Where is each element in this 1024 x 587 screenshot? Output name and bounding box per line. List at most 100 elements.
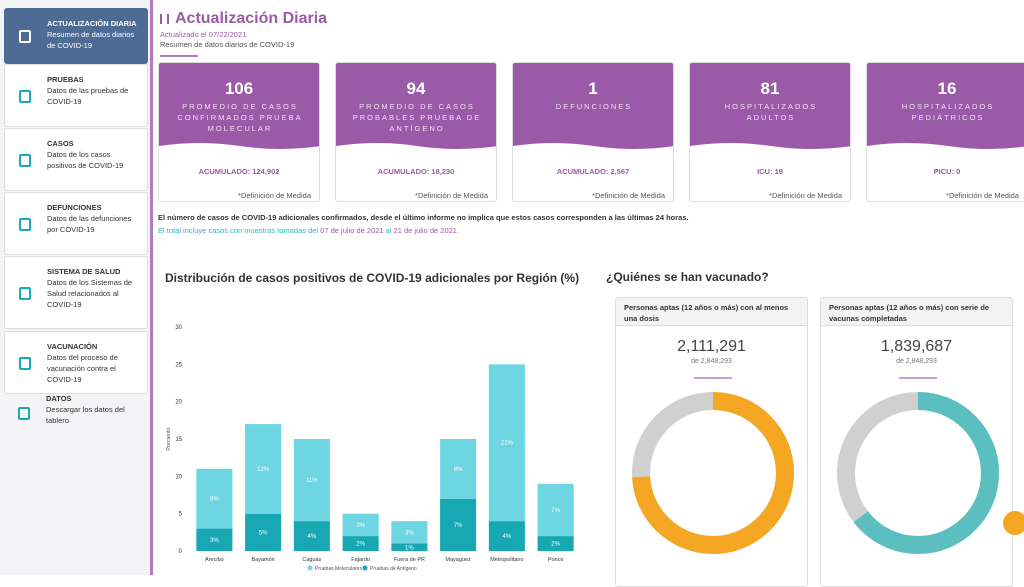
nav-item[interactable]: DATOS Descargar los datos del tablero (4, 394, 148, 434)
kpi-card: 1 DEFUNCIONES ACUMULADO: 2,567 *Definición … (512, 62, 674, 202)
nav-title: DEFUNCIONES (47, 203, 102, 212)
value-label: 2% (551, 542, 560, 548)
value-label: 7% (454, 523, 463, 529)
divider (150, 0, 153, 575)
bar-segment (537, 483, 574, 537)
kpi-card: 94 PROMEDIO DE CASOS PROBABLES PRUEBA DE … (335, 62, 497, 202)
header-title: Actualización Diaria (175, 10, 328, 27)
card-definition-link[interactable]: *Definición de Medida (592, 191, 665, 200)
bar-segment (196, 528, 233, 551)
y-tick-label: 25 (175, 362, 182, 368)
y-axis-label: Porciento (166, 427, 172, 450)
nav-icon (19, 356, 31, 370)
card-cumulative: ICU: 19 (757, 167, 783, 176)
bar-segment (440, 439, 477, 499)
bar-segment (245, 513, 282, 551)
value-label: 4% (503, 534, 512, 540)
note-part: El total incluye casos con muestras toma… (158, 226, 321, 235)
legend-swatch (362, 565, 368, 571)
wave (336, 143, 496, 152)
bar-segment (245, 424, 282, 514)
note-part: al (383, 226, 394, 235)
card-header (867, 63, 1024, 152)
donut-value (632, 392, 794, 554)
x-tick-label: Fajardo (351, 557, 370, 563)
wave (513, 143, 673, 152)
value-label: 7% (551, 508, 560, 514)
nav-icon (19, 153, 31, 167)
card-label: HOSPITALIZADOS ADULTOS (724, 102, 818, 122)
nav-icon (19, 30, 31, 43)
bar-segment (196, 468, 233, 529)
wave (867, 143, 1024, 152)
x-tick-label: Fuera de PR (394, 557, 425, 563)
nav-icon (19, 217, 31, 231)
nav-item[interactable]: DEFUNCIONES Datos de las defunciones por … (4, 192, 148, 255)
value-label: 2% (356, 542, 365, 548)
y-tick-label: 20 (175, 400, 182, 406)
x-tick-label: Mayagüez (445, 557, 471, 563)
note-range: El total incluye casos con muestras toma… (158, 226, 459, 235)
value-label: 1% (405, 545, 414, 551)
kpi-card: 81 HOSPITALIZADOS ADULTOS ICU: 19 *Definici… (689, 62, 851, 202)
x-tick-label: Arecibo (205, 557, 224, 563)
card-label: DEFUNCIONES (555, 102, 633, 111)
legend-swatch (307, 565, 313, 571)
nav-item[interactable]: SISTEMA DE SALUD Datos de los Sistemas de… (4, 256, 148, 329)
card-label: PROMEDIO DE CASOS CONFIRMADOS PRUEBA MOL… (177, 102, 303, 133)
y-tick-label: 15 (175, 437, 182, 443)
card-wave (690, 143, 850, 152)
note-part: 21 de julio de 2021 (393, 226, 457, 235)
nav-item[interactable]: VACUNACIÓN Datos del proceso de vacunació… (4, 331, 148, 394)
card-definition-link[interactable]: *Definición de Medida (769, 191, 842, 200)
card-wave (336, 143, 496, 152)
value-label: 12% (257, 467, 270, 473)
vaccinated-count: 1,839,687 (880, 338, 953, 355)
nav-item[interactable]: CASOS Datos de los casos positivos de COV… (4, 128, 148, 191)
x-tick-label: Bayamón (252, 557, 275, 563)
value-label: 3% (210, 538, 219, 544)
bar-segment (293, 439, 330, 522)
card-value: 94 (406, 79, 426, 98)
bar-segment (488, 364, 525, 522)
nav-description: Datos de las pruebas de COVID-19 (47, 86, 129, 106)
donut-value (837, 392, 999, 554)
panel-header: Personas aptas (12 años o más) con serie… (821, 298, 1012, 326)
donut-chart (837, 392, 999, 554)
y-tick-label: 0 (179, 549, 183, 555)
card-definition-link[interactable]: *Definición de Medida (946, 191, 1019, 200)
x-tick-label: Ponce (548, 557, 564, 563)
card-definition-link[interactable]: *Definición de Medida (238, 191, 311, 200)
card-label: PROMEDIO DE CASOS PROBABLES PRUEBA DE AN… (352, 102, 482, 133)
note-part: 07 de julio de 2021 (320, 226, 384, 235)
value-label: 11% (306, 478, 318, 484)
nav-description: Descargar los datos del tablero (46, 405, 125, 425)
bar-segment (537, 536, 574, 551)
nav-item[interactable]: ACTUALIZACIÓN DIARIA Resumen de datos dia… (4, 8, 148, 64)
nav-icon (19, 89, 31, 103)
vaccination-title: ¿Quiénes se han vacunado? (606, 270, 769, 284)
header-icon (160, 14, 169, 24)
value-rule (694, 377, 732, 379)
nav-icon (18, 407, 30, 420)
bar-segment (488, 521, 525, 551)
bar-chart: 0 5 10 15 20 25 30 Porciento 3% 5% 4% 2% 1% 7% 4% 2% 8% 1… (166, 325, 574, 572)
nav-icon (19, 286, 31, 300)
x-tick-label: Caguas (302, 557, 321, 563)
legend-label: Pruebas Moleculares (315, 566, 362, 572)
vaccine-panel: Personas aptas (12 años o más) con al me… (615, 297, 808, 587)
y-tick-label: 10 (175, 474, 182, 480)
card-definition-link[interactable]: *Definición de Medida (415, 191, 488, 200)
help-button[interactable] (1003, 511, 1024, 535)
nav-description: Datos de las defunciones por COVID-19 (47, 214, 132, 234)
note-part: . (456, 226, 460, 235)
card-cumulative: ACUMULADO: 2,567 (556, 167, 630, 176)
bar-segment (391, 543, 428, 551)
nav-item[interactable]: PRUEBAS Datos de las pruebas de COVID-19 (4, 64, 148, 127)
vaccinated-count: 2,111,291 (677, 338, 746, 355)
nav-title: PRUEBAS (47, 75, 84, 84)
value-label: 8% (454, 467, 463, 473)
bar-segment (342, 513, 379, 537)
eligible-total: de 2,848,293 (691, 358, 732, 365)
card-header (513, 63, 673, 152)
